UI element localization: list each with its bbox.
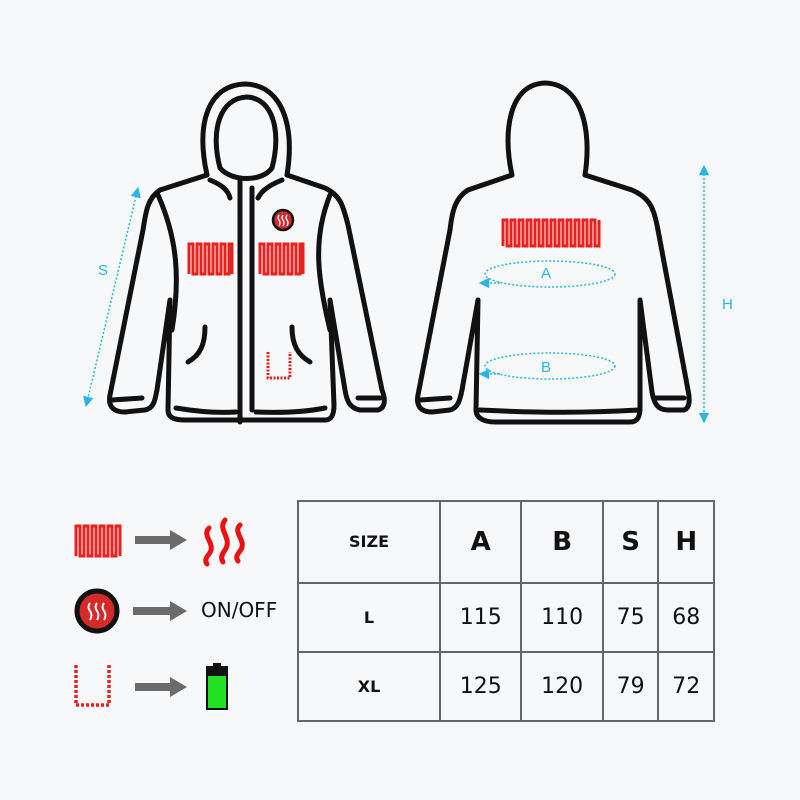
s-label: S (98, 262, 108, 279)
value-cell: 75 (601, 581, 660, 653)
table-header-row: SIZE A B S H (297, 500, 715, 584)
power-button-icon (271, 208, 295, 232)
value-cell: 79 (601, 650, 660, 723)
table-row: XL 125 120 79 72 (297, 650, 715, 723)
usb-port-icon (74, 665, 111, 707)
front-jacket (107, 81, 387, 425)
b-measure-loop (484, 352, 616, 380)
header-b: B (520, 500, 604, 584)
a-label: A (541, 265, 551, 282)
a-measure-loop (484, 260, 616, 288)
header-s: S (601, 500, 660, 584)
size-cell: L (297, 581, 441, 653)
heating-pad-icon (74, 524, 122, 558)
header-size: SIZE (297, 500, 441, 584)
back-jacket (415, 80, 692, 425)
on-off-label: ON/OFF (201, 598, 278, 622)
back-heating-pad (501, 218, 601, 248)
value-cell: 125 (438, 650, 523, 723)
value-cell: 68 (657, 581, 715, 653)
size-table: SIZE A B S H L 115 110 75 68 XL 125 120 … (297, 500, 715, 723)
value-cell: 72 (657, 650, 715, 723)
value-cell: 110 (520, 581, 604, 653)
value-cell: 115 (438, 581, 523, 653)
header-h: H (657, 500, 715, 584)
battery-icon (206, 663, 228, 710)
arrow-icon (133, 601, 187, 621)
h-label: H (722, 296, 733, 313)
arrow-icon (135, 530, 187, 550)
header-a: A (438, 500, 523, 584)
heat-waves-icon (203, 517, 245, 567)
usb-port-icon (266, 352, 292, 380)
b-label: B (541, 359, 551, 376)
front-heating-pads (187, 242, 305, 276)
power-button-icon (74, 588, 120, 634)
arrow-icon (135, 677, 187, 697)
value-cell: 120 (520, 650, 604, 723)
size-cell: XL (297, 650, 441, 723)
table-row: L 115 110 75 68 (297, 581, 715, 653)
